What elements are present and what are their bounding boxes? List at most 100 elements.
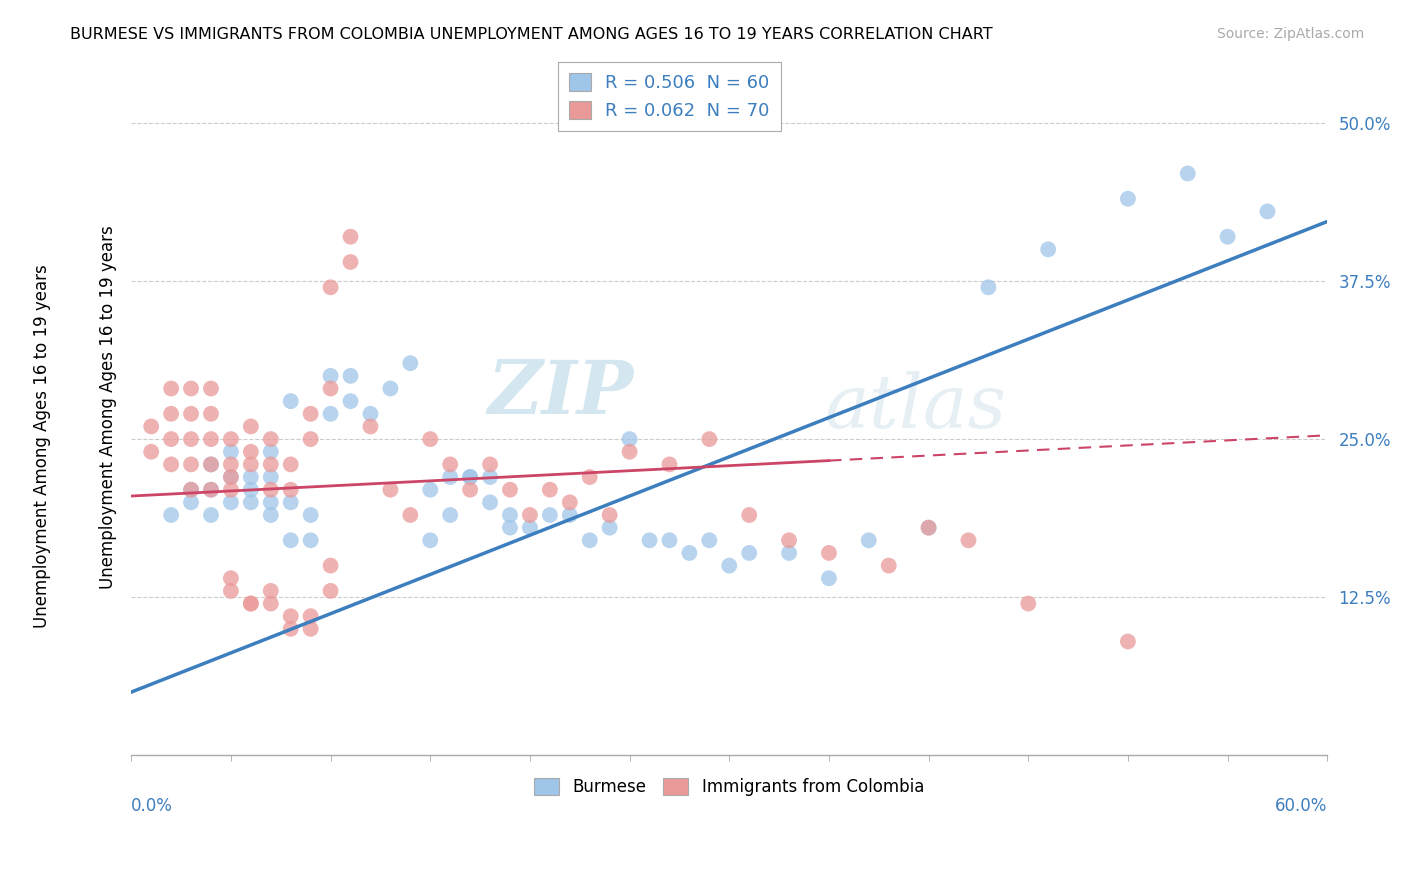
Point [200, 458, 222, 472]
Point [778, 546, 800, 560]
Point [697, 533, 720, 548]
Point [180, 483, 202, 497]
Text: BURMESE VS IMMIGRANTS FROM COLOMBIA UNEMPLOYMENT AMONG AGES 16 TO 19 YEARS CORRE: BURMESE VS IMMIGRANTS FROM COLOMBIA UNEM… [70, 27, 993, 42]
Point [558, 495, 581, 509]
Point [319, 368, 342, 383]
Text: 0.0%: 0.0% [131, 797, 173, 815]
Point [200, 407, 222, 421]
Point [299, 533, 322, 548]
Point [359, 407, 381, 421]
Point [239, 444, 262, 458]
Point [538, 508, 561, 522]
Point [219, 495, 242, 509]
Point [519, 508, 541, 522]
Point [160, 432, 183, 446]
Point [299, 609, 322, 624]
Point [499, 521, 522, 535]
Point [458, 483, 481, 497]
Point [678, 546, 700, 560]
Point [260, 470, 283, 484]
Point [260, 495, 283, 509]
Point [599, 521, 621, 535]
Point [479, 470, 502, 484]
Point [658, 458, 681, 472]
Point [359, 419, 381, 434]
Point [578, 533, 600, 548]
Point [219, 470, 242, 484]
Point [160, 382, 183, 396]
Point [957, 533, 980, 548]
Point [239, 419, 262, 434]
Point [280, 394, 302, 409]
Y-axis label: Unemployment Among Ages 16 to 19 years: Unemployment Among Ages 16 to 19 years [100, 226, 117, 590]
Point [458, 470, 481, 484]
Point [619, 432, 641, 446]
Point [239, 483, 262, 497]
Point [319, 280, 342, 294]
Point [917, 521, 939, 535]
Point [479, 495, 502, 509]
Text: atlas: atlas [825, 371, 1007, 443]
Point [339, 368, 361, 383]
Point [160, 407, 183, 421]
Point [619, 444, 641, 458]
Point [419, 432, 441, 446]
Point [339, 394, 361, 409]
Point [399, 356, 422, 370]
Point [260, 444, 283, 458]
Point [339, 229, 361, 244]
Point [818, 571, 841, 585]
Point [239, 495, 262, 509]
Point [578, 470, 600, 484]
Point [439, 470, 461, 484]
Point [439, 458, 461, 472]
Point [399, 508, 422, 522]
Point [499, 483, 522, 497]
Point [280, 609, 302, 624]
Point [280, 495, 302, 509]
Point [319, 583, 342, 598]
Point [419, 533, 441, 548]
Point [877, 558, 900, 573]
Point [319, 558, 342, 573]
Point [697, 432, 720, 446]
Point [280, 458, 302, 472]
Point [200, 483, 222, 497]
Point [718, 558, 741, 573]
Point [1116, 634, 1139, 648]
Point [239, 470, 262, 484]
Point [219, 583, 242, 598]
Legend: R = 0.506  N = 60, R = 0.062  N = 70: R = 0.506 N = 60, R = 0.062 N = 70 [558, 62, 780, 131]
Point [299, 622, 322, 636]
Point [519, 521, 541, 535]
Point [380, 382, 402, 396]
Point [917, 521, 939, 535]
Point [479, 458, 502, 472]
Point [219, 470, 242, 484]
Point [380, 483, 402, 497]
Point [638, 533, 661, 548]
Text: Unemployment Among Ages 16 to 19 years: Unemployment Among Ages 16 to 19 years [34, 264, 51, 628]
Point [180, 458, 202, 472]
Point [180, 432, 202, 446]
Point [299, 407, 322, 421]
Point [200, 432, 222, 446]
Point [419, 483, 441, 497]
Point [319, 382, 342, 396]
Point [219, 444, 242, 458]
Point [1216, 229, 1239, 244]
Point [1017, 597, 1039, 611]
Point [280, 533, 302, 548]
Point [260, 583, 283, 598]
Point [180, 382, 202, 396]
Point [1177, 166, 1199, 180]
Point [977, 280, 1000, 294]
Text: ZIP: ZIP [488, 358, 634, 430]
Point [299, 508, 322, 522]
Text: 60.0%: 60.0% [1275, 797, 1327, 815]
Point [239, 597, 262, 611]
Point [1038, 243, 1060, 257]
Point [219, 432, 242, 446]
Point [200, 458, 222, 472]
Point [200, 382, 222, 396]
